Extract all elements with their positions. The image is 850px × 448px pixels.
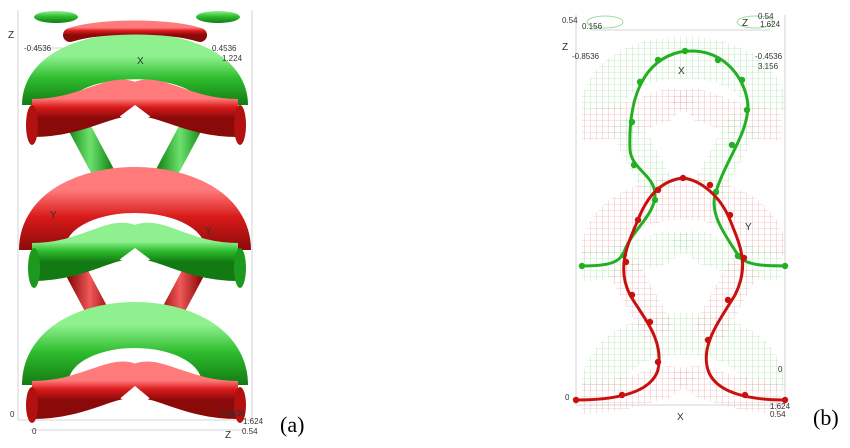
tick-label: -0.4536 — [218, 409, 246, 418]
tick-label: -0.8536 — [572, 52, 600, 61]
axis-label-x: X — [137, 56, 144, 67]
green-centerline — [581, 49, 786, 268]
axis-label-z-right: Z — [742, 18, 749, 29]
axis-label-z: Z — [8, 30, 15, 41]
axis-origin: 0 — [778, 365, 783, 374]
axis-label-z: Z — [562, 42, 569, 53]
panel-a-caption: (a) — [280, 412, 305, 437]
axis-label-y: Y — [50, 210, 57, 221]
tick-label: 0.54 — [758, 12, 774, 21]
axis-origin: 0 — [10, 410, 15, 419]
axis-label-x: X — [678, 66, 685, 77]
panel-b: 0.54 0.156 Z -0.8536 0.54 Z 1.624 -0.453… — [560, 0, 805, 448]
tick-label: 0.54 — [242, 427, 258, 436]
tick-label: 0.156 — [582, 22, 603, 31]
panel-a: Z -0.4536 X 0.4536 1.224 Y Y 0 0 Z 0.54 … — [0, 0, 270, 448]
tick-label: -0.4536 — [755, 52, 783, 61]
tick-label: 1.624 — [770, 402, 791, 411]
axis-label-y: Y — [205, 226, 212, 237]
tick-label: 0.54 — [770, 410, 786, 419]
panel-b-caption: (b) — [813, 405, 839, 430]
axis-label-z-bottom: Z — [225, 430, 232, 441]
tick-label: 0.4536 — [212, 44, 237, 53]
tick-label: 1.224 — [222, 54, 243, 63]
tick-label: -0.4536 — [24, 44, 52, 53]
axis-label-y: Y — [745, 222, 752, 233]
tick-label: 1.624 — [243, 417, 264, 426]
panel-a-tubes-graphic — [17, 10, 253, 431]
tick-label: 3.156 — [758, 62, 779, 71]
axis-label-x-bottom: 0 — [32, 427, 37, 436]
tick-label: 1.624 — [760, 20, 781, 29]
panel-b-wireframe-graphic — [572, 15, 789, 414]
axis-label-x-bottom: X — [677, 412, 684, 423]
tick-label: 0 — [565, 393, 570, 402]
tick-label: 0.54 — [562, 16, 578, 25]
